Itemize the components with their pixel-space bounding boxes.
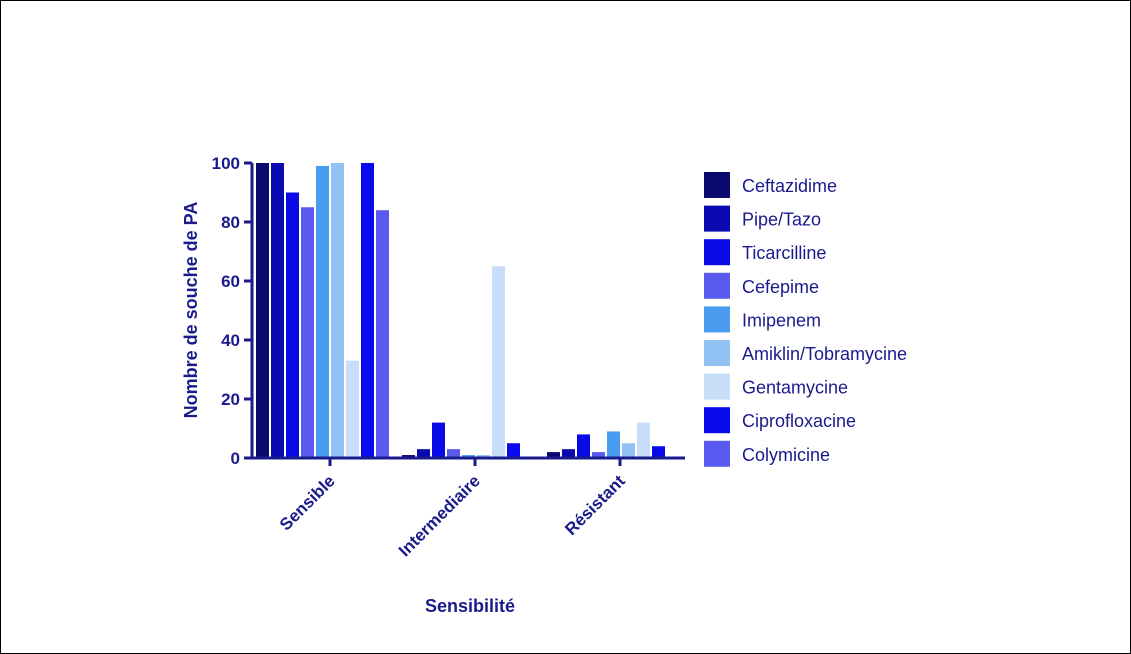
legend-label: Ciprofloxacine bbox=[742, 411, 856, 431]
bar-ciprofloxacine-sensible bbox=[361, 163, 374, 458]
y-axis-title: Nombre de souche de PA bbox=[181, 202, 201, 419]
bar-ticarcilline-sensible bbox=[286, 192, 299, 458]
bar-cefepime-intermediaire bbox=[447, 449, 460, 458]
legend-swatch bbox=[704, 239, 730, 266]
legend-label: Gentamycine bbox=[742, 378, 848, 398]
legend-swatch bbox=[704, 440, 730, 467]
x-tick-label: Résistant bbox=[561, 471, 629, 539]
legend-swatch bbox=[704, 205, 730, 232]
legend-swatch bbox=[704, 306, 730, 333]
bar-cefepime-sensible bbox=[301, 207, 314, 458]
legend-swatch bbox=[704, 172, 730, 198]
bar-imipenem-r-sistant bbox=[607, 431, 620, 458]
legend-label: Amiklin/Tobramycine bbox=[742, 344, 907, 364]
bar-gentamycine-intermediaire bbox=[492, 266, 505, 458]
legend-label: Colymicine bbox=[742, 445, 830, 465]
bar-ticarcilline-intermediaire bbox=[432, 422, 445, 458]
y-tick-label: 40 bbox=[221, 331, 240, 350]
bar-ciprofloxacine-r-sistant bbox=[652, 446, 665, 458]
legend: Ceftazidime Pipe/Tazo Ticarcilline Cefepime… bbox=[704, 172, 907, 467]
bar-imipenem-sensible bbox=[316, 165, 329, 458]
legend-label: Pipe/Tazo bbox=[742, 210, 821, 230]
y-tick-label: 100 bbox=[212, 154, 240, 173]
bar-colymicine-sensible bbox=[376, 210, 389, 458]
y-tick-label: 0 bbox=[231, 449, 240, 468]
bar-ceftazidime-r-sistant bbox=[547, 452, 560, 458]
bar-ceftazidime-sensible bbox=[256, 163, 269, 458]
bar-pipe-tazo-intermediaire bbox=[417, 449, 430, 458]
legend-label: Ticarcilline bbox=[742, 243, 826, 263]
bar-pipe-tazo-r-sistant bbox=[562, 449, 575, 458]
legend-swatch bbox=[704, 407, 730, 434]
bar-amiklin-tobramycine-sensible bbox=[331, 163, 344, 458]
bar-pipe-tazo-sensible bbox=[271, 163, 284, 458]
bar-ticarcilline-r-sistant bbox=[577, 434, 590, 458]
legend-swatch bbox=[704, 373, 730, 400]
bar-gentamycine-r-sistant bbox=[637, 422, 650, 458]
legend-swatch bbox=[704, 340, 730, 366]
bars-group bbox=[256, 163, 665, 458]
legend-label: Imipenem bbox=[742, 310, 821, 330]
legend-label: Cefepime bbox=[742, 277, 819, 297]
legend-label: Ceftazidime bbox=[742, 176, 837, 196]
x-axis-title: Sensibilité bbox=[425, 596, 515, 616]
y-tick-label: 60 bbox=[221, 272, 240, 291]
bar-ciprofloxacine-intermediaire bbox=[507, 443, 520, 458]
legend-swatch bbox=[704, 272, 730, 299]
bar-cefepime-r-sistant bbox=[592, 452, 605, 458]
x-tick-label: Sensible bbox=[276, 471, 339, 534]
x-tick-label: Intermediaire bbox=[395, 471, 484, 560]
bar-amiklin-tobramycine-r-sistant bbox=[622, 443, 635, 458]
bar-gentamycine-sensible bbox=[346, 360, 359, 458]
y-tick-label: 80 bbox=[221, 213, 240, 232]
y-tick-label: 20 bbox=[221, 390, 240, 409]
